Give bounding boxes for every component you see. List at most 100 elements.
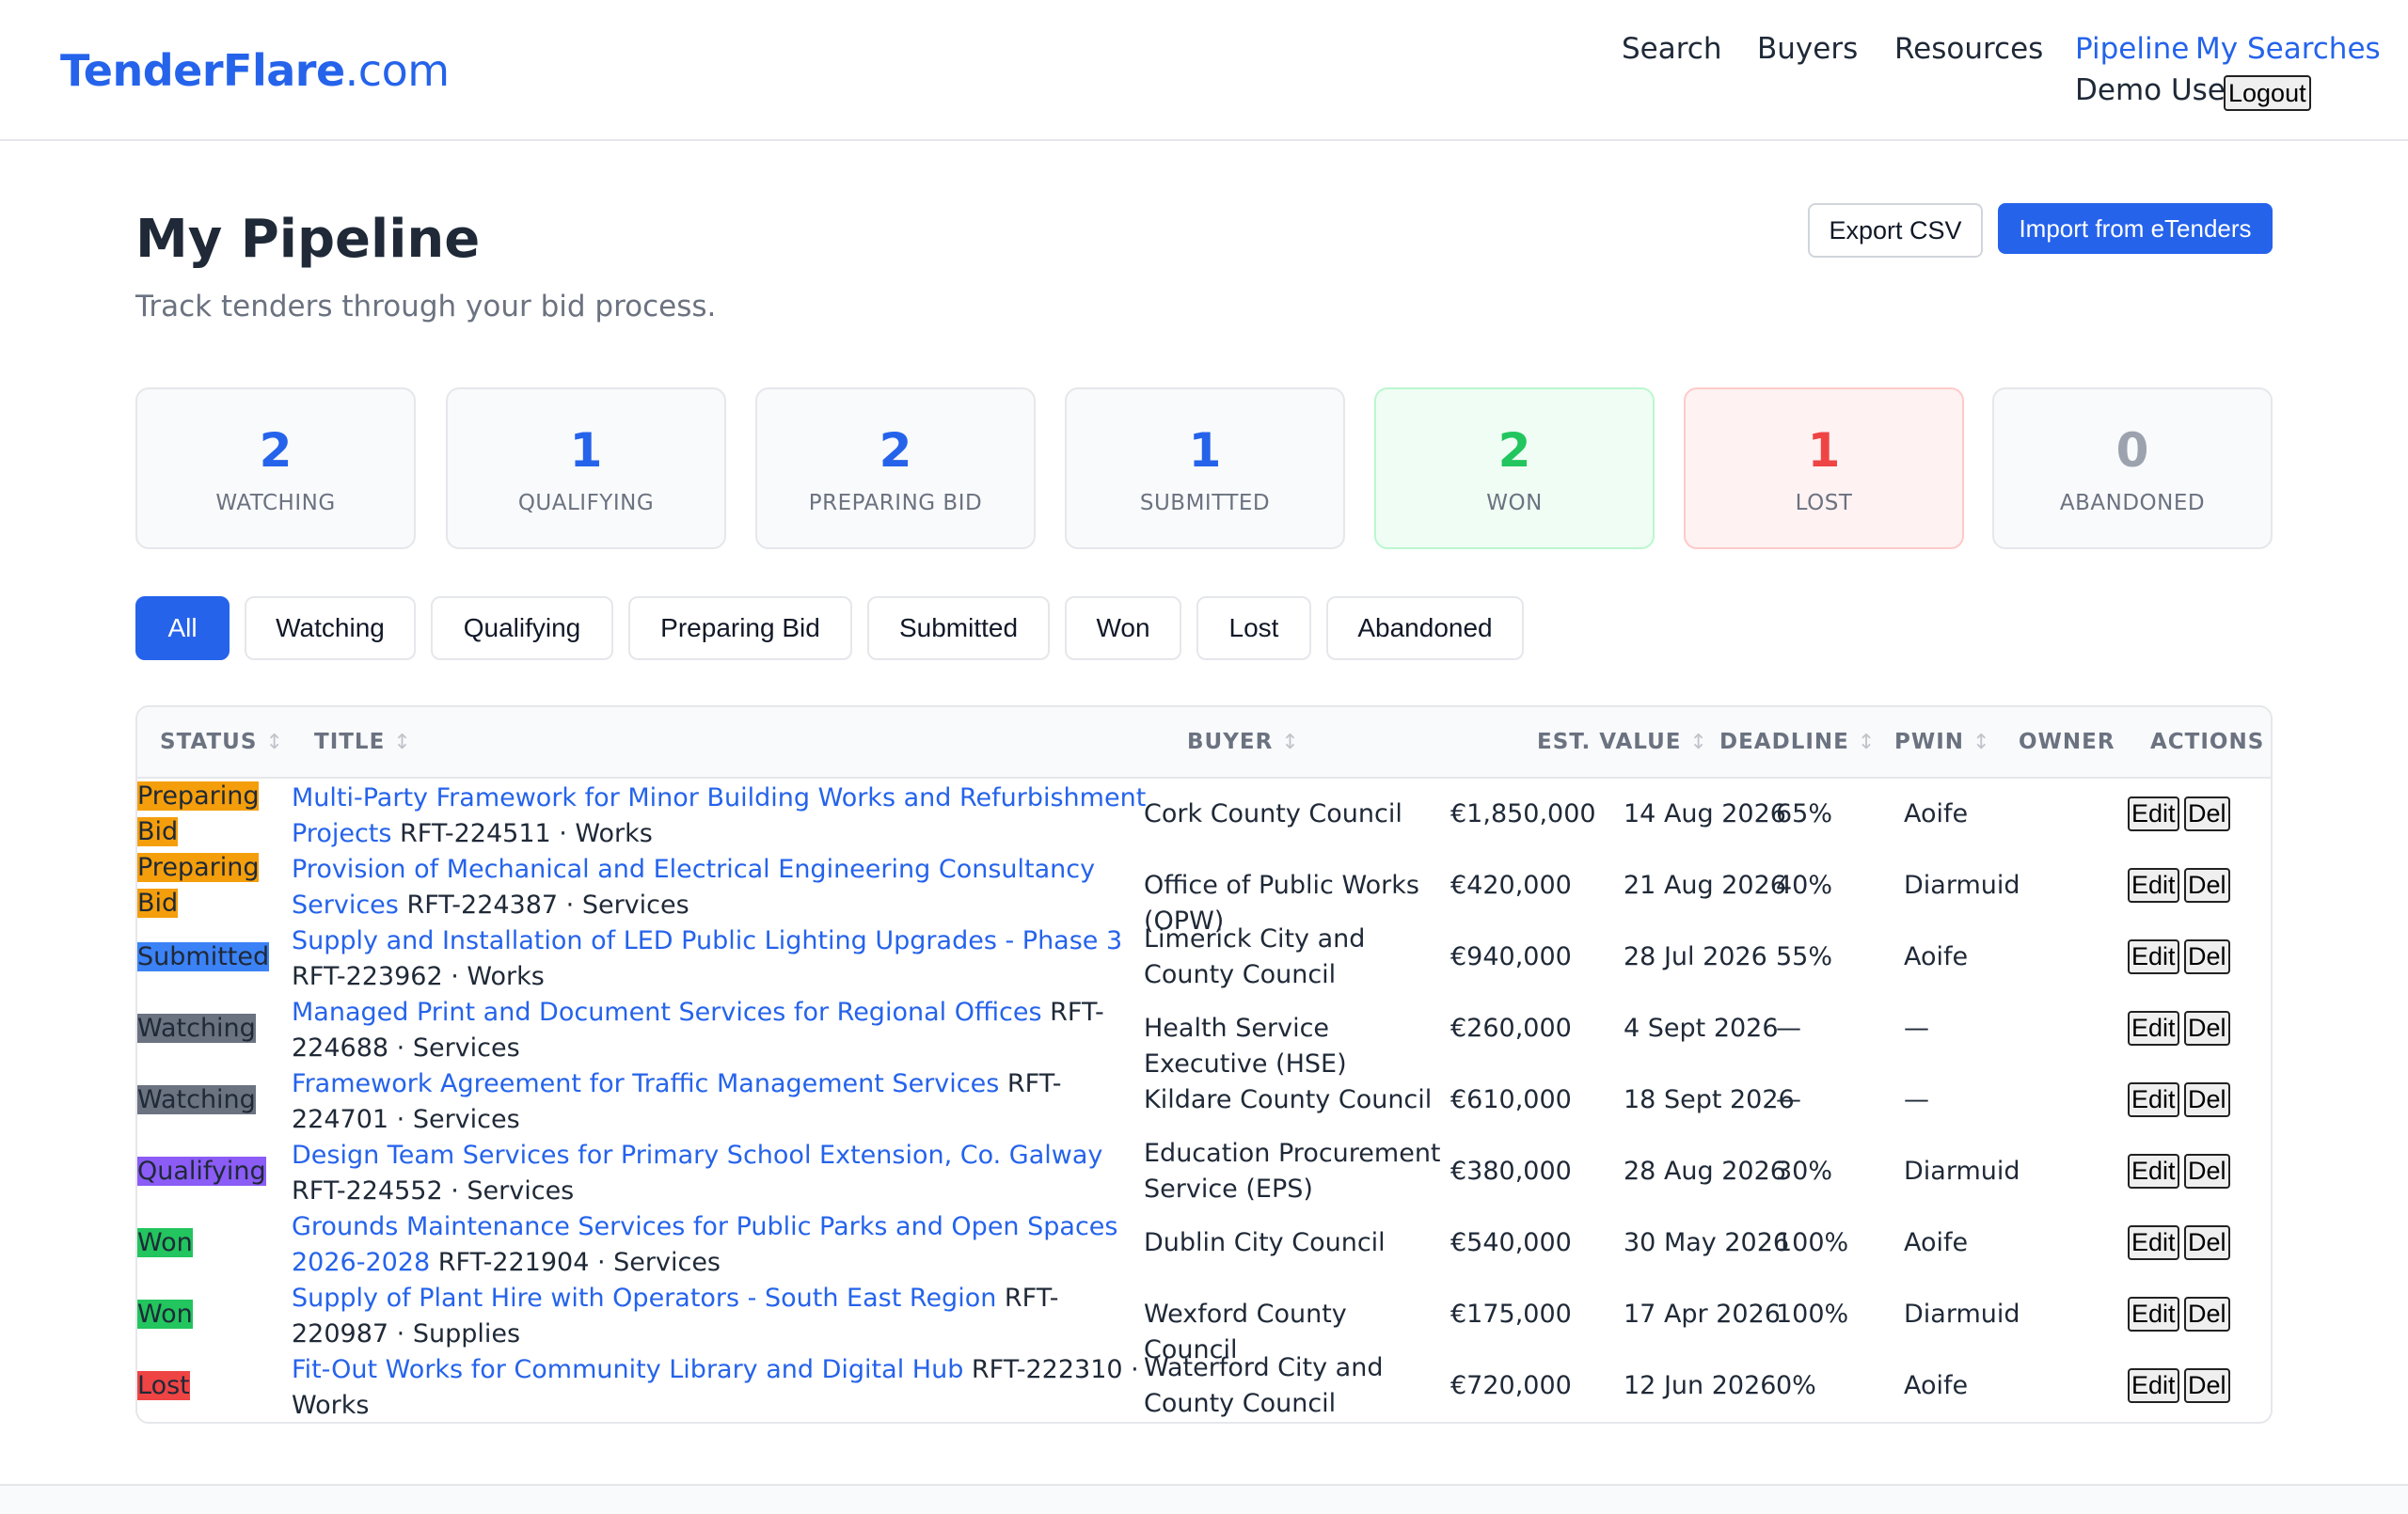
edit-button[interactable]: Edit <box>2128 1368 2179 1403</box>
est-value-cell: €380,000 <box>1450 1157 1572 1186</box>
tender-title-link[interactable]: Framework Agreement for Traffic Manageme… <box>292 1069 1000 1098</box>
top-header: TenderFlare.com Search Buyers Resources … <box>0 0 2408 141</box>
est-value-cell: €610,000 <box>1450 1085 1572 1114</box>
deadline-cell: 28 Aug 2026 <box>1624 1157 1786 1186</box>
filter-qualifying[interactable]: Qualifying <box>431 596 613 660</box>
stat-count: 1 <box>569 423 603 478</box>
status-badge: Preparing Bid <box>137 781 260 846</box>
delete-button[interactable]: Del <box>2184 1297 2230 1332</box>
stat-count: 2 <box>1497 423 1531 478</box>
deadline-cell: 12 Jun 2026 <box>1624 1371 1777 1400</box>
owner-cell: Aoife <box>1904 1228 1969 1257</box>
tender-meta: RFT-221904 · Services <box>430 1248 721 1277</box>
edit-button[interactable]: Edit <box>2128 1297 2179 1332</box>
edit-button[interactable]: Edit <box>2128 796 2179 831</box>
delete-button[interactable]: Del <box>2184 1082 2230 1117</box>
col-title[interactable]: TITLE ↕ <box>314 730 412 754</box>
filter-watching[interactable]: Watching <box>245 596 416 660</box>
delete-button[interactable]: Del <box>2184 796 2230 831</box>
sort-icon: ↕ <box>1972 731 1991 754</box>
pipeline-table: STATUS ↕ TITLE ↕ BUYER ↕ EST. VALUE ↕ DE… <box>135 705 2273 1424</box>
tender-title-link[interactable]: Multi-Party Framework for Minor Building… <box>292 783 1147 848</box>
edit-button[interactable]: Edit <box>2128 1082 2179 1117</box>
deadline-cell: 21 Aug 2026 <box>1624 871 1786 900</box>
owner-cell: — <box>1904 1014 1929 1043</box>
nav-my-searches[interactable]: My Searches <box>2195 32 2381 66</box>
tender-meta: RFT-224701 · Services <box>292 1069 1062 1134</box>
table-row: Preparing Bid Provision of Mechanical an… <box>137 850 2271 936</box>
deadline-cell: 30 May 2026 <box>1624 1228 1790 1257</box>
edit-button[interactable]: Edit <box>2128 1011 2179 1046</box>
stat-card-watching[interactable]: 2 WATCHING <box>135 387 416 549</box>
tender-title: Design Team Services for Primary School … <box>292 1138 1148 1209</box>
stat-card-abandoned[interactable]: 0 ABANDONED <box>1992 387 2273 549</box>
nav-pipeline[interactable]: Pipeline <box>2075 32 2190 66</box>
owner-cell: — <box>1904 1085 1929 1114</box>
table-row: Preparing Bid Multi-Party Framework for … <box>137 779 2271 850</box>
filter-all[interactable]: All <box>135 596 230 660</box>
edit-button[interactable]: Edit <box>2128 1225 2179 1260</box>
col-pwin[interactable]: PWIN ↕ <box>1894 730 1991 754</box>
est-value-cell: €1,850,000 <box>1450 799 1596 828</box>
edit-button[interactable]: Edit <box>2128 1154 2179 1189</box>
tender-title-link[interactable]: Supply and Installation of LED Public Li… <box>292 926 1123 955</box>
buyer-cell: Health Service Executive (HSE) <box>1144 1014 1347 1079</box>
sort-icon: ↕ <box>1689 731 1708 754</box>
est-value-cell: €260,000 <box>1450 1014 1572 1043</box>
owner-cell: Aoife <box>1904 942 1969 971</box>
nav-search[interactable]: Search <box>1622 32 1722 66</box>
edit-button[interactable]: Edit <box>2128 939 2179 974</box>
import-etenders-button[interactable]: Import from eTenders <box>1998 203 2273 254</box>
tender-meta: RFT-220987 · Supplies <box>292 1284 1059 1348</box>
stat-card-won[interactable]: 2 WON <box>1374 387 1655 549</box>
stat-card-lost[interactable]: 1 LOST <box>1684 387 1964 549</box>
stat-card-preparing-bid[interactable]: 2 PREPARING BID <box>755 387 1036 549</box>
tender-title-link[interactable]: Grounds Maintenance Services for Public … <box>292 1212 1118 1277</box>
delete-button[interactable]: Del <box>2184 1154 2230 1189</box>
logo[interactable]: TenderFlare.com <box>60 45 450 96</box>
est-value-cell: €175,000 <box>1450 1300 1572 1329</box>
tender-title-link[interactable]: Managed Print and Document Services for … <box>292 998 1042 1027</box>
filter-abandoned[interactable]: Abandoned <box>1326 596 1524 660</box>
tender-meta: RFT-224688 · Services <box>292 998 1104 1063</box>
tender-title-link[interactable]: Provision of Mechanical and Electrical E… <box>292 855 1096 920</box>
col-status[interactable]: STATUS ↕ <box>160 730 284 754</box>
tender-title: Fit-Out Works for Community Library and … <box>292 1352 1148 1422</box>
nav-buyers[interactable]: Buyers <box>1757 32 1859 66</box>
logout-button[interactable]: Logout <box>2224 75 2311 111</box>
stat-card-submitted[interactable]: 1 SUBMITTED <box>1065 387 1345 549</box>
stat-card-qualifying[interactable]: 1 QUALIFYING <box>446 387 726 549</box>
tender-title-link[interactable]: Fit-Out Works for Community Library and … <box>292 1355 964 1384</box>
col-deadline[interactable]: DEADLINE ↕ <box>1719 730 1877 754</box>
edit-button[interactable]: Edit <box>2128 868 2179 903</box>
buyer-cell: Office of Public Works (OPW) <box>1144 871 1419 936</box>
buyer-cell: Cork County Council <box>1144 799 1402 828</box>
tender-title-link[interactable]: Design Team Services for Primary School … <box>292 1141 1103 1170</box>
filter-won[interactable]: Won <box>1065 596 1181 660</box>
filter-submitted[interactable]: Submitted <box>867 596 1050 660</box>
filter-preparing-bid[interactable]: Preparing Bid <box>628 596 852 660</box>
delete-button[interactable]: Del <box>2184 1368 2230 1403</box>
delete-button[interactable]: Del <box>2184 1225 2230 1260</box>
deadline-cell: 14 Aug 2026 <box>1624 799 1786 828</box>
deadline-cell: 4 Sept 2026 <box>1624 1014 1779 1043</box>
col-est-value[interactable]: EST. VALUE ↕ <box>1537 730 1708 754</box>
pwin-cell: — <box>1776 1014 1801 1043</box>
delete-button[interactable]: Del <box>2184 939 2230 974</box>
tender-title-link[interactable]: Supply of Plant Hire with Operators - So… <box>292 1284 997 1313</box>
delete-button[interactable]: Del <box>2184 868 2230 903</box>
nav-resources[interactable]: Resources <box>1894 32 2044 66</box>
tender-meta: RFT-223962 · Works <box>292 962 545 991</box>
col-buyer[interactable]: BUYER ↕ <box>1187 730 1300 754</box>
owner-cell: Diarmuid <box>1904 1157 2020 1186</box>
pwin-cell: 100% <box>1776 1300 1849 1329</box>
status-badge: Watching <box>137 1085 256 1114</box>
pwin-cell: 55% <box>1776 942 1833 971</box>
stat-label: LOST <box>1795 491 1853 515</box>
export-csv-button[interactable]: Export CSV <box>1808 203 1983 258</box>
status-badge: Watching <box>137 1014 256 1043</box>
buyer-cell: Kildare County Council <box>1144 1085 1433 1114</box>
delete-button[interactable]: Del <box>2184 1011 2230 1046</box>
filter-lost[interactable]: Lost <box>1196 596 1311 660</box>
table-header: STATUS ↕ TITLE ↕ BUYER ↕ EST. VALUE ↕ DE… <box>137 707 2271 779</box>
